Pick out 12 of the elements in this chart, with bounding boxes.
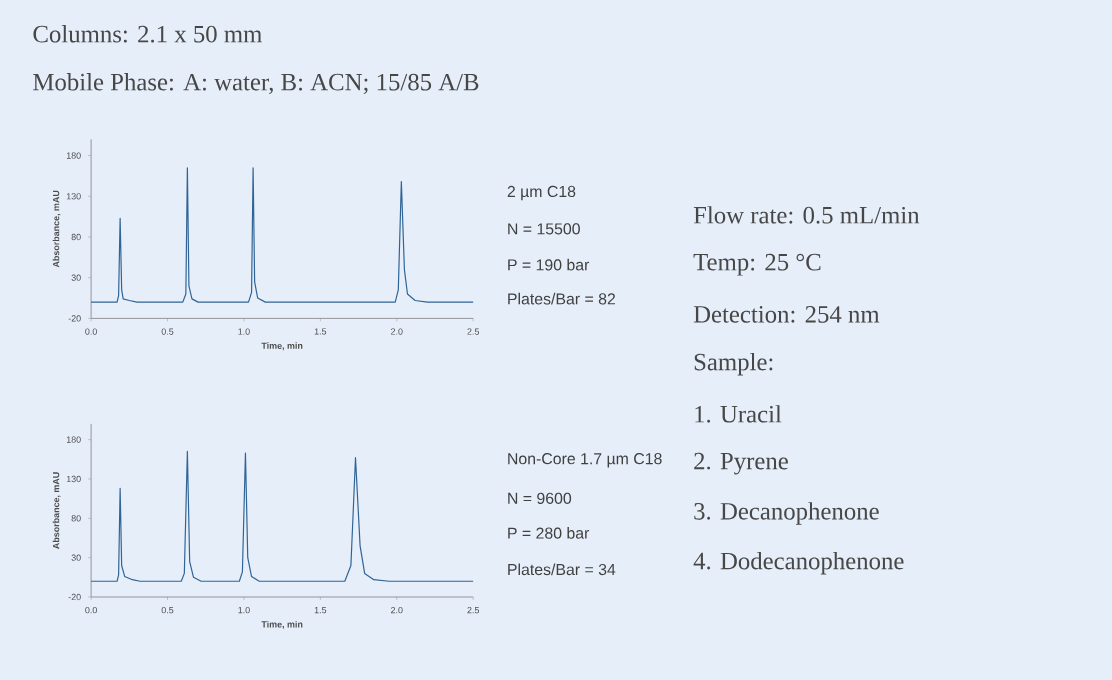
text: Mobile Phase: A: water, B: ACN; 15/85 A/B <box>33 72 479 94</box>
line-series <box>90 450 474 582</box>
text: 1. Uracil <box>695 404 782 423</box>
text: 3. Decanophenone <box>694 501 879 525</box>
text: Flow rate: 0.5 mL/min <box>693 205 920 224</box>
text: 2. Pyrene <box>694 452 788 475</box>
line-series <box>90 166 474 303</box>
text: Detection: 254 nm <box>693 305 880 323</box>
text: Temp: 25 °C <box>693 253 821 276</box>
text: Sample: <box>694 352 773 376</box>
text: Columns: 2.1 x 50 mm <box>33 24 262 43</box>
text: 4. Dodecanophenone <box>693 551 904 575</box>
